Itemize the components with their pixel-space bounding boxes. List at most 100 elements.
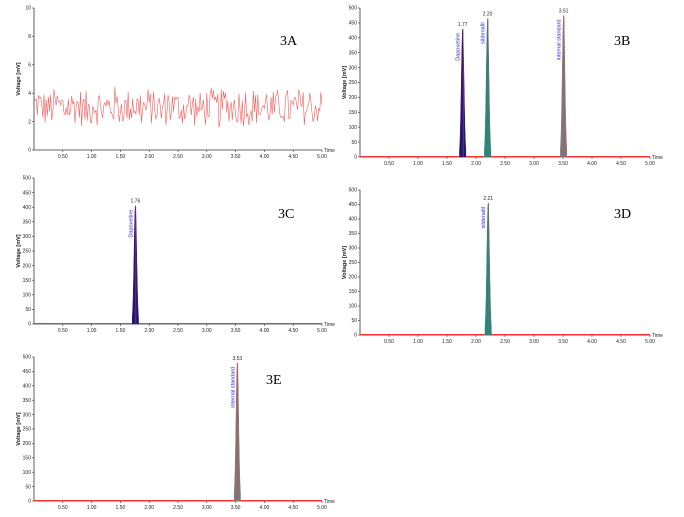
y-tick-label: 300: [349, 65, 358, 71]
x-tick-label: 1.50: [116, 154, 126, 160]
x-tick-label: 2.00: [144, 505, 154, 511]
y-tick-label: 100: [23, 293, 32, 299]
x-tick-label: 1.00: [87, 154, 97, 160]
y-tick-label: 50: [351, 140, 357, 146]
peak-name-label: Dapoxetine: [128, 210, 134, 238]
x-axis-label: Time: [652, 333, 663, 339]
x-tick-label: 1.00: [413, 339, 423, 345]
y-tick-label: 400: [23, 205, 32, 211]
x-tick-label: 4.00: [260, 505, 270, 511]
peak-name-label: sildenafil: [481, 207, 487, 228]
y-tick-label: 0: [28, 148, 31, 154]
x-tick-label: 1.50: [116, 505, 126, 511]
y-tick-label: 400: [349, 217, 358, 223]
peak-name-label: internal standard: [557, 19, 563, 60]
y-tick-label: 2: [28, 119, 31, 125]
y-tick-label: 500: [349, 188, 358, 194]
chart-panel-3b: 0 50 100 150 200 250 300 350 400 450 500 0.50 1.00 1.…: [342, 6, 663, 167]
peak-rt-label: 2.20: [483, 11, 493, 17]
y-tick-label: 350: [23, 398, 32, 404]
x-tick-label: 1.50: [116, 328, 126, 334]
y-axis-label: Voltage [mV]: [342, 66, 348, 99]
x-tick-label: 4.00: [260, 154, 270, 160]
chart-panel-3c: 0 50 100 150 200 250 300 350 400 450 500 0.50 1.00 1.…: [16, 176, 335, 334]
x-tick-label: 3.50: [231, 328, 241, 334]
x-tick-label: 0.50: [58, 328, 68, 334]
y-tick-label: 250: [23, 427, 32, 433]
x-tick-label: 2.50: [500, 161, 510, 167]
peak-rt-label: 2.21: [483, 196, 493, 202]
x-tick-label: 3.50: [558, 161, 568, 167]
peak-rt-label: 1.76: [131, 199, 141, 205]
peak-rt-label: 3.51: [559, 8, 569, 14]
y-tick-label: 50: [25, 484, 31, 490]
peak-sildenafil: [484, 18, 492, 158]
x-tick-label: 4.50: [288, 154, 298, 160]
y-tick-label: 50: [25, 307, 31, 313]
x-axis-label: Time: [324, 148, 335, 154]
peak-name-label: Dapoxetine: [456, 33, 462, 61]
y-tick-label: 8: [28, 34, 31, 40]
y-tick-label: 100: [349, 304, 358, 310]
y-tick-label: 350: [23, 220, 32, 226]
y-tick-label: 0: [28, 322, 31, 328]
y-tick-label: 350: [349, 231, 358, 237]
y-tick-label: 250: [23, 249, 32, 255]
panel-label: 3D: [614, 207, 631, 222]
peak-rt-label: 3.53: [232, 356, 242, 362]
y-tick-label: 0: [354, 333, 357, 339]
y-tick-label: 350: [349, 50, 358, 56]
y-tick-label: 450: [23, 369, 32, 375]
x-tick-label: 3.00: [202, 154, 212, 160]
y-tick-label: 500: [23, 355, 32, 361]
x-tick-label: 4.00: [587, 339, 597, 345]
x-tick-label: 0.50: [58, 154, 68, 160]
y-axis-label: Voltage [mV]: [342, 246, 348, 279]
x-tick-label: 2.50: [173, 154, 183, 160]
y-tick-label: 250: [349, 80, 358, 86]
y-tick-label: 100: [349, 125, 358, 131]
y-tick-label: 0: [354, 155, 357, 161]
y-tick-label: 100: [23, 470, 32, 476]
x-tick-label: 3.00: [202, 505, 212, 511]
x-tick-label: 0.50: [384, 339, 394, 345]
peak-name-label: internal standard: [230, 367, 236, 408]
y-tick-label: 250: [349, 260, 358, 266]
x-tick-label: 5.00: [317, 505, 327, 511]
y-tick-label: 450: [349, 202, 358, 208]
x-tick-label: 5.00: [317, 154, 327, 160]
series-line-noise: [33, 86, 323, 128]
peak-internal-standard: [233, 362, 241, 502]
y-tick-label: 450: [349, 21, 358, 27]
y-tick-label: 150: [23, 456, 32, 462]
x-tick-label: 1.00: [413, 161, 423, 167]
x-tick-label: 3.00: [529, 339, 539, 345]
y-axis-label: Voltage [mV]: [16, 412, 22, 445]
panel-label: 3A: [280, 34, 298, 49]
x-tick-label: 3.00: [529, 161, 539, 167]
x-tick-label: 4.00: [587, 161, 597, 167]
x-axis-label: Time: [324, 322, 335, 328]
x-tick-label: 2.50: [173, 505, 183, 511]
x-tick-label: 4.50: [616, 161, 626, 167]
x-tick-label: 2.00: [144, 154, 154, 160]
x-tick-label: 3.00: [202, 328, 212, 334]
x-tick-label: 2.00: [144, 328, 154, 334]
panel-label: 3C: [278, 207, 294, 222]
x-axis-label: Time: [652, 155, 663, 161]
x-tick-label: 1.00: [87, 505, 97, 511]
y-tick-label: 400: [23, 384, 32, 390]
x-tick-label: 5.00: [645, 161, 655, 167]
y-tick-label: 300: [23, 412, 32, 418]
x-tick-label: 4.00: [260, 328, 270, 334]
peak-dapoxetine: [131, 205, 139, 325]
y-tick-label: 150: [349, 110, 358, 116]
y-tick-label: 300: [23, 234, 32, 240]
y-tick-label: 200: [23, 263, 32, 269]
x-tick-label: 2.00: [471, 161, 481, 167]
peak-name-label: sildenafil: [481, 22, 487, 43]
y-tick-label: 200: [349, 95, 358, 101]
y-tick-label: 150: [349, 289, 358, 295]
x-tick-label: 2.00: [471, 339, 481, 345]
